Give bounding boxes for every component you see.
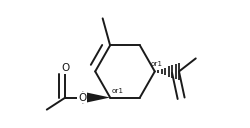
Text: O: O [61,63,70,73]
Text: or1: or1 [112,88,124,94]
Polygon shape [82,92,110,103]
Text: O: O [78,93,86,103]
Text: or1: or1 [150,61,162,67]
